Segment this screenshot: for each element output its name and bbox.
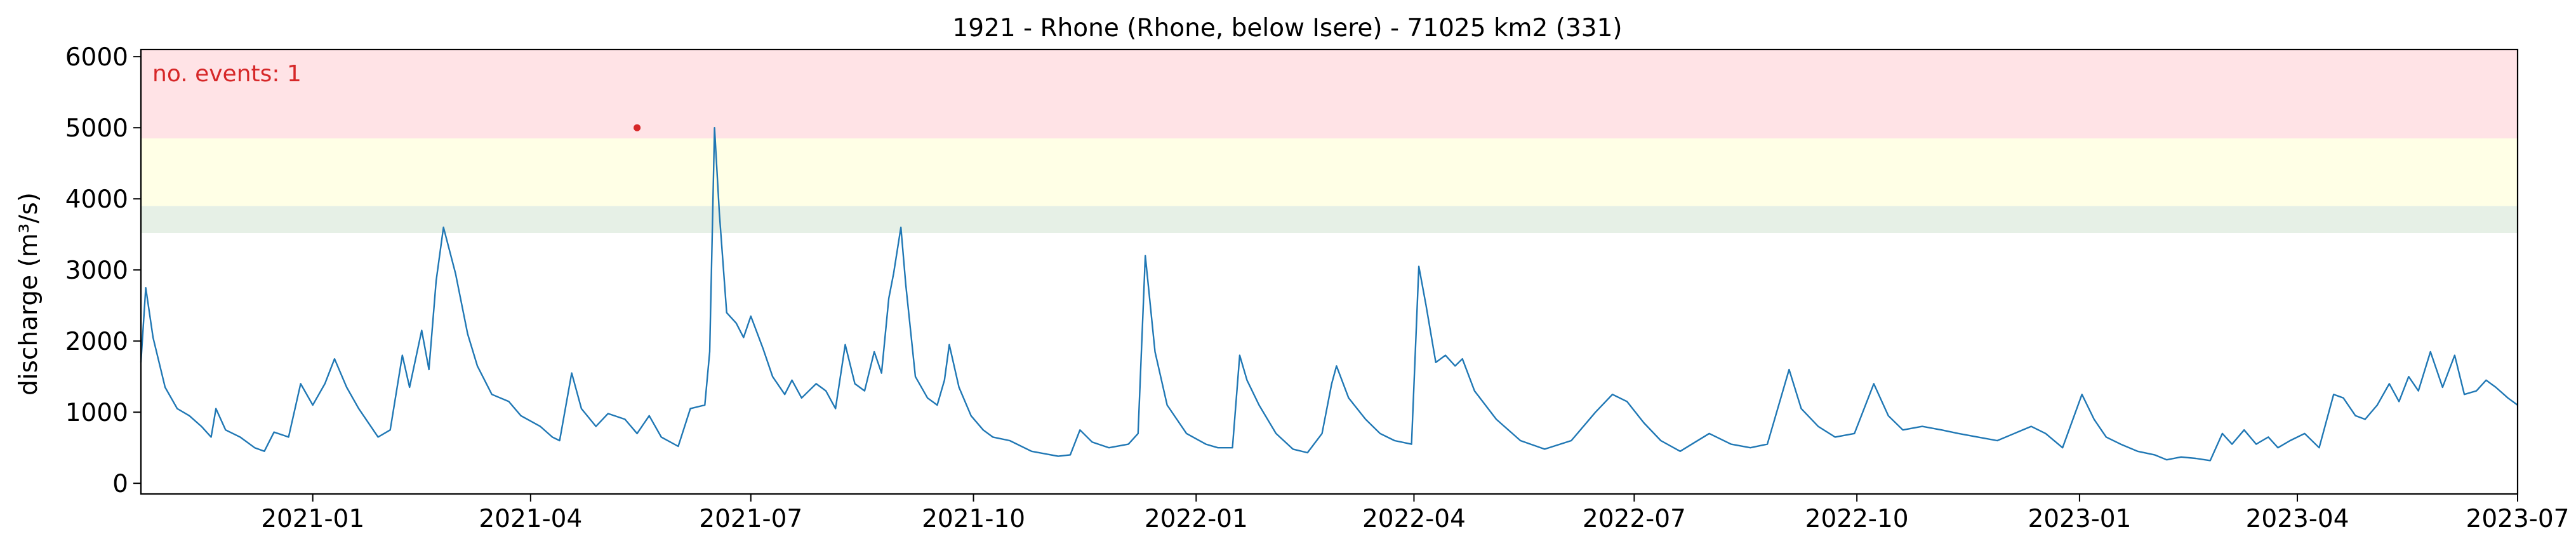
threshold-band-1 — [141, 206, 2518, 233]
y-tick-label-2: 1000 — [65, 399, 128, 427]
threshold-band-3 — [141, 50, 2518, 138]
plot-frame — [140, 48, 2519, 495]
x-tick-label-6: 2022-04 — [1362, 505, 1466, 533]
x-tick-label-1: 2021-01 — [261, 505, 364, 533]
y-tick-label-7: 6000 — [65, 43, 128, 72]
discharge-series-line-1 — [140, 127, 2518, 462]
events-annotation: no. events: 1 — [152, 61, 302, 87]
series-layer — [140, 124, 2518, 462]
x-tick-label-7: 2022-07 — [1583, 505, 1686, 533]
x-tick-label-10: 2023-04 — [2246, 505, 2349, 533]
x-tick-label-3: 2021-07 — [699, 505, 802, 533]
y-tick-label-3: 2000 — [65, 328, 128, 356]
y-axis-label: discharge (m³/s) — [15, 192, 43, 396]
y-tick-label-6: 5000 — [65, 114, 128, 143]
x-tick-label-2: 2021-04 — [479, 505, 582, 533]
threshold-bands — [141, 50, 2518, 233]
y-axis: 0 1000 2000 3000 4000 5000 6000 — [65, 43, 141, 498]
chart-title: 1921 - Rhone (Rhone, below Isere) - 7102… — [952, 14, 1622, 43]
x-tick-label-11: 2023-07 — [2466, 505, 2570, 533]
y-tick-label-5: 4000 — [65, 185, 128, 214]
x-axis: 2021-01 2021-04 2021-07 2021-10 2022-01 2022-… — [261, 494, 2569, 533]
y-tick-label-1: 0 — [112, 470, 128, 498]
event-point-1 — [634, 124, 641, 131]
x-tick-label-9: 2023-01 — [2028, 505, 2131, 533]
y-tick-label-4: 3000 — [65, 257, 128, 285]
x-tick-label-5: 2022-01 — [1145, 505, 1248, 533]
x-tick-label-4: 2021-10 — [922, 505, 1025, 533]
x-tick-label-8: 2022-10 — [1805, 505, 1909, 533]
threshold-band-2 — [141, 138, 2518, 206]
